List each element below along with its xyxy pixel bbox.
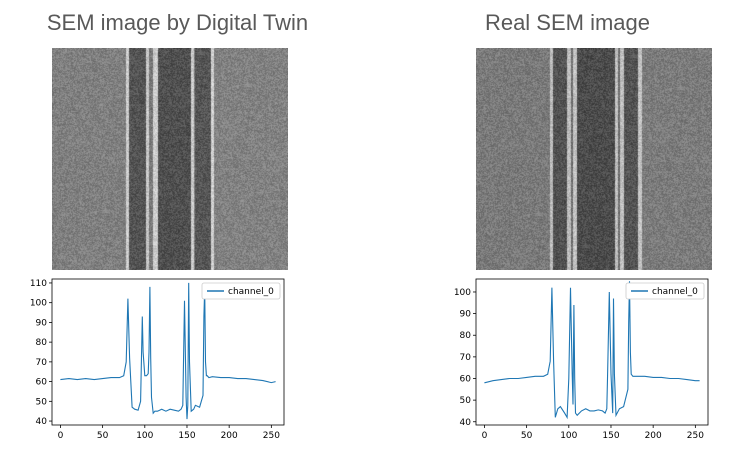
x-tick-label: 200 bbox=[221, 431, 238, 441]
y-tick-label: 70 bbox=[36, 358, 48, 368]
y-tick-label: 50 bbox=[460, 396, 472, 406]
sem-image-digital-twin bbox=[52, 48, 288, 270]
y-tick-label: 90 bbox=[460, 310, 472, 320]
series-line-channel_0 bbox=[60, 282, 276, 420]
y-tick-label: 40 bbox=[36, 417, 48, 427]
y-tick-label: 90 bbox=[36, 318, 48, 328]
x-tick-label: 200 bbox=[645, 431, 662, 441]
y-tick-label: 100 bbox=[454, 288, 471, 298]
y-tick-label: 40 bbox=[460, 418, 472, 428]
x-tick-label: 150 bbox=[178, 431, 195, 441]
panel-digital-twin: SEM image by Digital Twin 0 50 100 150 200 25… bbox=[0, 0, 370, 462]
plot-frame bbox=[51, 278, 285, 426]
x-tick-label: 0 bbox=[482, 431, 488, 441]
y-tick-label: 80 bbox=[36, 338, 48, 348]
x-tick-label: 150 bbox=[602, 431, 619, 441]
line-chart-digital-twin: 0 50 100 150 200 250 40 50 60 70 80 90 100 110 channel… bbox=[30, 278, 285, 441]
y-tick-label: 50 bbox=[36, 397, 48, 407]
x-tick-label: 250 bbox=[263, 431, 280, 441]
line-chart-real-sem: 0 50 100 150 200 250 40 50 60 70 80 90 100 channel_0 bbox=[454, 278, 709, 441]
series-line-channel_0 bbox=[484, 281, 700, 420]
y-tick-label: 60 bbox=[36, 378, 48, 388]
y-tick-label: 110 bbox=[30, 279, 47, 289]
sem-image-real bbox=[476, 48, 712, 270]
legend: channel_0 bbox=[201, 282, 281, 300]
legend-label: channel_0 bbox=[228, 287, 274, 297]
legend-box bbox=[625, 282, 705, 300]
x-tick-label: 50 bbox=[97, 431, 109, 441]
x-tick-label: 100 bbox=[560, 431, 577, 441]
x-tick-label: 50 bbox=[521, 431, 533, 441]
panel-title: Real SEM image bbox=[484, 10, 651, 35]
x-tick-label: 0 bbox=[58, 431, 64, 441]
y-tick-label: 100 bbox=[30, 299, 47, 309]
x-tick-label: 100 bbox=[136, 431, 153, 441]
y-tick-label: 70 bbox=[460, 353, 472, 363]
panel-title: SEM image by Digital Twin bbox=[46, 10, 309, 35]
plot-frame bbox=[475, 278, 709, 426]
x-tick-label: 250 bbox=[687, 431, 704, 441]
legend-box bbox=[201, 282, 281, 300]
panel-real-sem: Real SEM image 0 50 100 150 200 250 40 50 60 70 80… bbox=[370, 0, 740, 462]
y-tick-label: 60 bbox=[460, 374, 472, 384]
y-tick-label: 80 bbox=[460, 331, 472, 341]
legend: channel_0 bbox=[625, 282, 705, 300]
legend-label: channel_0 bbox=[652, 287, 698, 297]
